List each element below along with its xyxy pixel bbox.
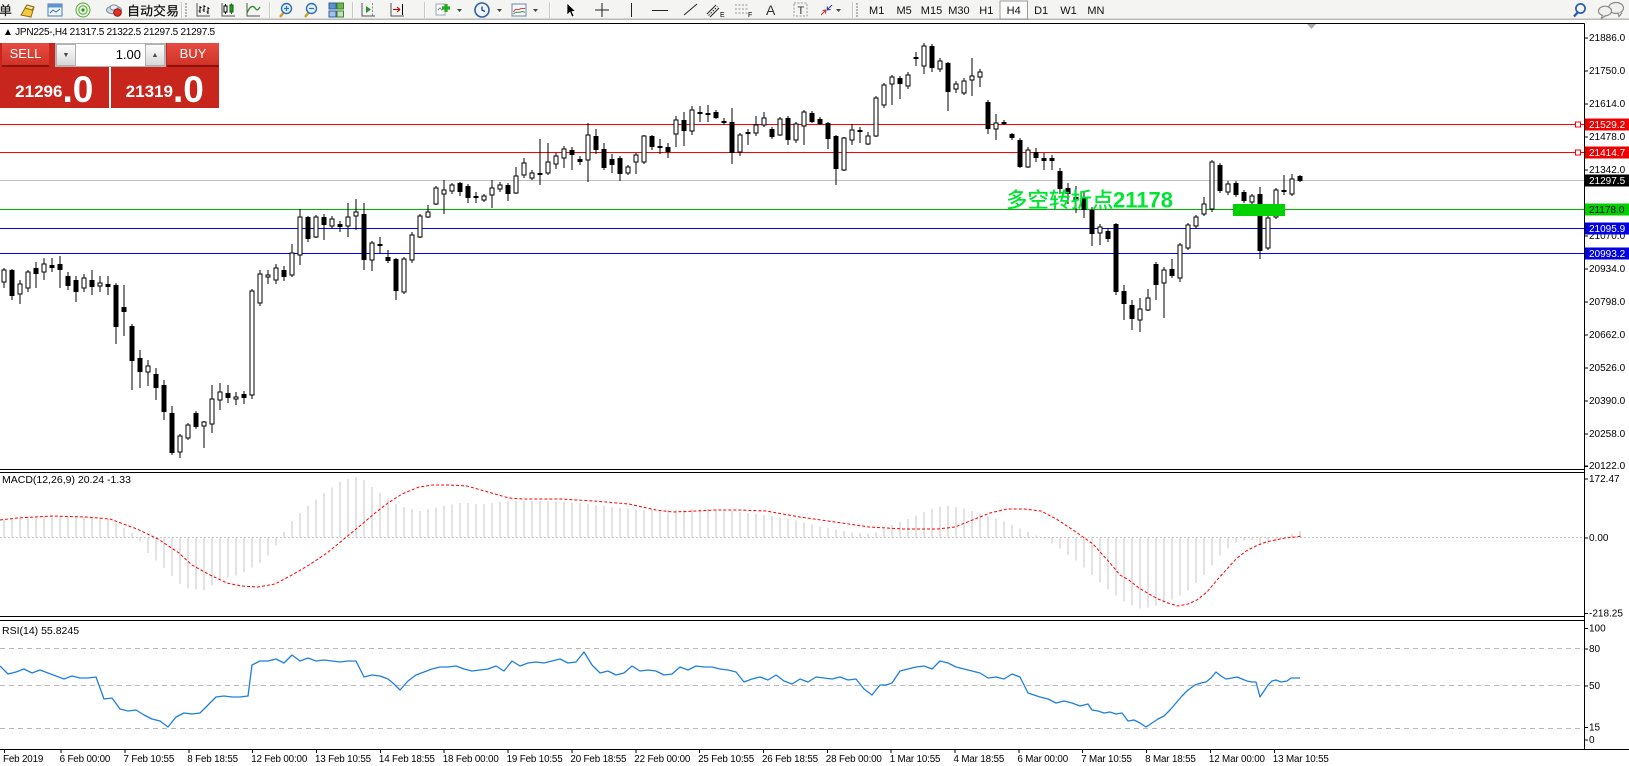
svg-text:H1: H1 xyxy=(979,5,993,17)
svg-text:28 Feb 00:00: 28 Feb 00:00 xyxy=(826,754,883,765)
svg-text:21529.2: 21529.2 xyxy=(1589,120,1626,131)
svg-text:0: 0 xyxy=(1589,735,1595,746)
svg-text:20934.0: 20934.0 xyxy=(1589,264,1626,275)
svg-text:18 Feb 00:00: 18 Feb 00:00 xyxy=(443,754,500,765)
svg-text:21297.5: 21297.5 xyxy=(1589,176,1626,187)
svg-text:21178: 21178 xyxy=(1113,188,1173,213)
svg-text:M30: M30 xyxy=(948,5,969,17)
svg-text:MN: MN xyxy=(1087,5,1104,17)
svg-text:22 Feb 00:00: 22 Feb 00:00 xyxy=(634,754,691,765)
svg-text:1 Mar 10:55: 1 Mar 10:55 xyxy=(890,754,941,765)
svg-text:21342.0: 21342.0 xyxy=(1589,165,1626,176)
svg-text:20 Feb 18:55: 20 Feb 18:55 xyxy=(570,754,627,765)
svg-text:12 Feb 00:00: 12 Feb 00:00 xyxy=(251,754,308,765)
svg-text:▲ JPN225-,H4 21317.5 21322.5: ▲ JPN225-,H4 21317.5 21322.5 21297.5 212… xyxy=(3,27,216,38)
svg-text:80: 80 xyxy=(1589,644,1601,655)
svg-text:14 Feb 18:55: 14 Feb 18:55 xyxy=(379,754,436,765)
svg-text:F: F xyxy=(748,12,752,19)
svg-text:7 Feb 10:55: 7 Feb 10:55 xyxy=(124,754,175,765)
svg-text:100: 100 xyxy=(1589,623,1606,634)
svg-text:D1: D1 xyxy=(1034,5,1048,17)
svg-text:21095.9: 21095.9 xyxy=(1589,224,1626,235)
svg-text:M5: M5 xyxy=(896,5,911,17)
svg-text:4 Mar 18:55: 4 Mar 18:55 xyxy=(954,754,1005,765)
svg-text:50: 50 xyxy=(1589,681,1601,692)
svg-text:20662.0: 20662.0 xyxy=(1589,330,1626,341)
svg-text:MACD(12,26,9) 20.24 -1.33: MACD(12,26,9) 20.24 -1.33 xyxy=(2,474,131,486)
svg-text:25 Feb 10:55: 25 Feb 10:55 xyxy=(698,754,755,765)
svg-text:20390.0: 20390.0 xyxy=(1589,396,1626,407)
svg-text:19 Feb 10:55: 19 Feb 10:55 xyxy=(507,754,564,765)
svg-text:A: A xyxy=(766,2,776,18)
svg-text:13 Feb 10:55: 13 Feb 10:55 xyxy=(315,754,372,765)
svg-text:12 Mar 00:00: 12 Mar 00:00 xyxy=(1209,754,1266,765)
svg-text:26 Feb 18:55: 26 Feb 18:55 xyxy=(762,754,819,765)
svg-text:8 Feb 18:55: 8 Feb 18:55 xyxy=(187,754,238,765)
svg-text:21886.0: 21886.0 xyxy=(1589,33,1626,44)
svg-text:21178.0: 21178.0 xyxy=(1589,205,1625,216)
svg-text:-218.25: -218.25 xyxy=(1589,608,1623,619)
svg-text:RSI(14) 55.8245: RSI(14) 55.8245 xyxy=(2,625,79,637)
svg-text:M1: M1 xyxy=(869,5,884,17)
svg-text:Feb 2019: Feb 2019 xyxy=(3,754,43,765)
svg-text:T: T xyxy=(798,5,805,17)
svg-text:6 Mar 00:00: 6 Mar 00:00 xyxy=(1017,754,1068,765)
svg-text:20526.0: 20526.0 xyxy=(1589,363,1626,374)
svg-text:M15: M15 xyxy=(921,5,942,17)
svg-text:13 Mar 10:55: 13 Mar 10:55 xyxy=(1273,754,1330,765)
svg-text:0.00: 0.00 xyxy=(1589,533,1609,544)
svg-text:20993.2: 20993.2 xyxy=(1589,249,1626,260)
svg-text:21070.0: 21070.0 xyxy=(1589,231,1626,242)
svg-text:H4: H4 xyxy=(1007,5,1021,17)
svg-text:21414.7: 21414.7 xyxy=(1589,148,1626,159)
svg-text:20798.0: 20798.0 xyxy=(1589,297,1626,308)
svg-text:W1: W1 xyxy=(1060,5,1077,17)
svg-text:21750.0: 21750.0 xyxy=(1589,66,1626,77)
svg-text:20258.0: 20258.0 xyxy=(1589,429,1626,440)
svg-text:8 Mar 18:55: 8 Mar 18:55 xyxy=(1145,754,1196,765)
svg-text:7 Mar 10:55: 7 Mar 10:55 xyxy=(1081,754,1132,765)
svg-text:E: E xyxy=(720,12,725,19)
svg-text:21478.0: 21478.0 xyxy=(1589,132,1626,143)
svg-text:21614.0: 21614.0 xyxy=(1589,99,1626,110)
svg-text:20122.0: 20122.0 xyxy=(1589,461,1626,472)
svg-text:15: 15 xyxy=(1589,723,1601,734)
svg-text:6 Feb 00:00: 6 Feb 00:00 xyxy=(60,754,111,765)
svg-text:172.47: 172.47 xyxy=(1589,474,1620,485)
